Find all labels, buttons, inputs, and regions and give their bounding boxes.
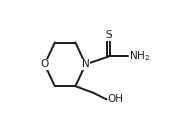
Text: NH$_2$: NH$_2$ <box>129 49 150 63</box>
Text: N: N <box>82 59 90 69</box>
Text: S: S <box>106 30 112 40</box>
Text: O: O <box>40 59 49 69</box>
Text: OH: OH <box>107 94 123 104</box>
